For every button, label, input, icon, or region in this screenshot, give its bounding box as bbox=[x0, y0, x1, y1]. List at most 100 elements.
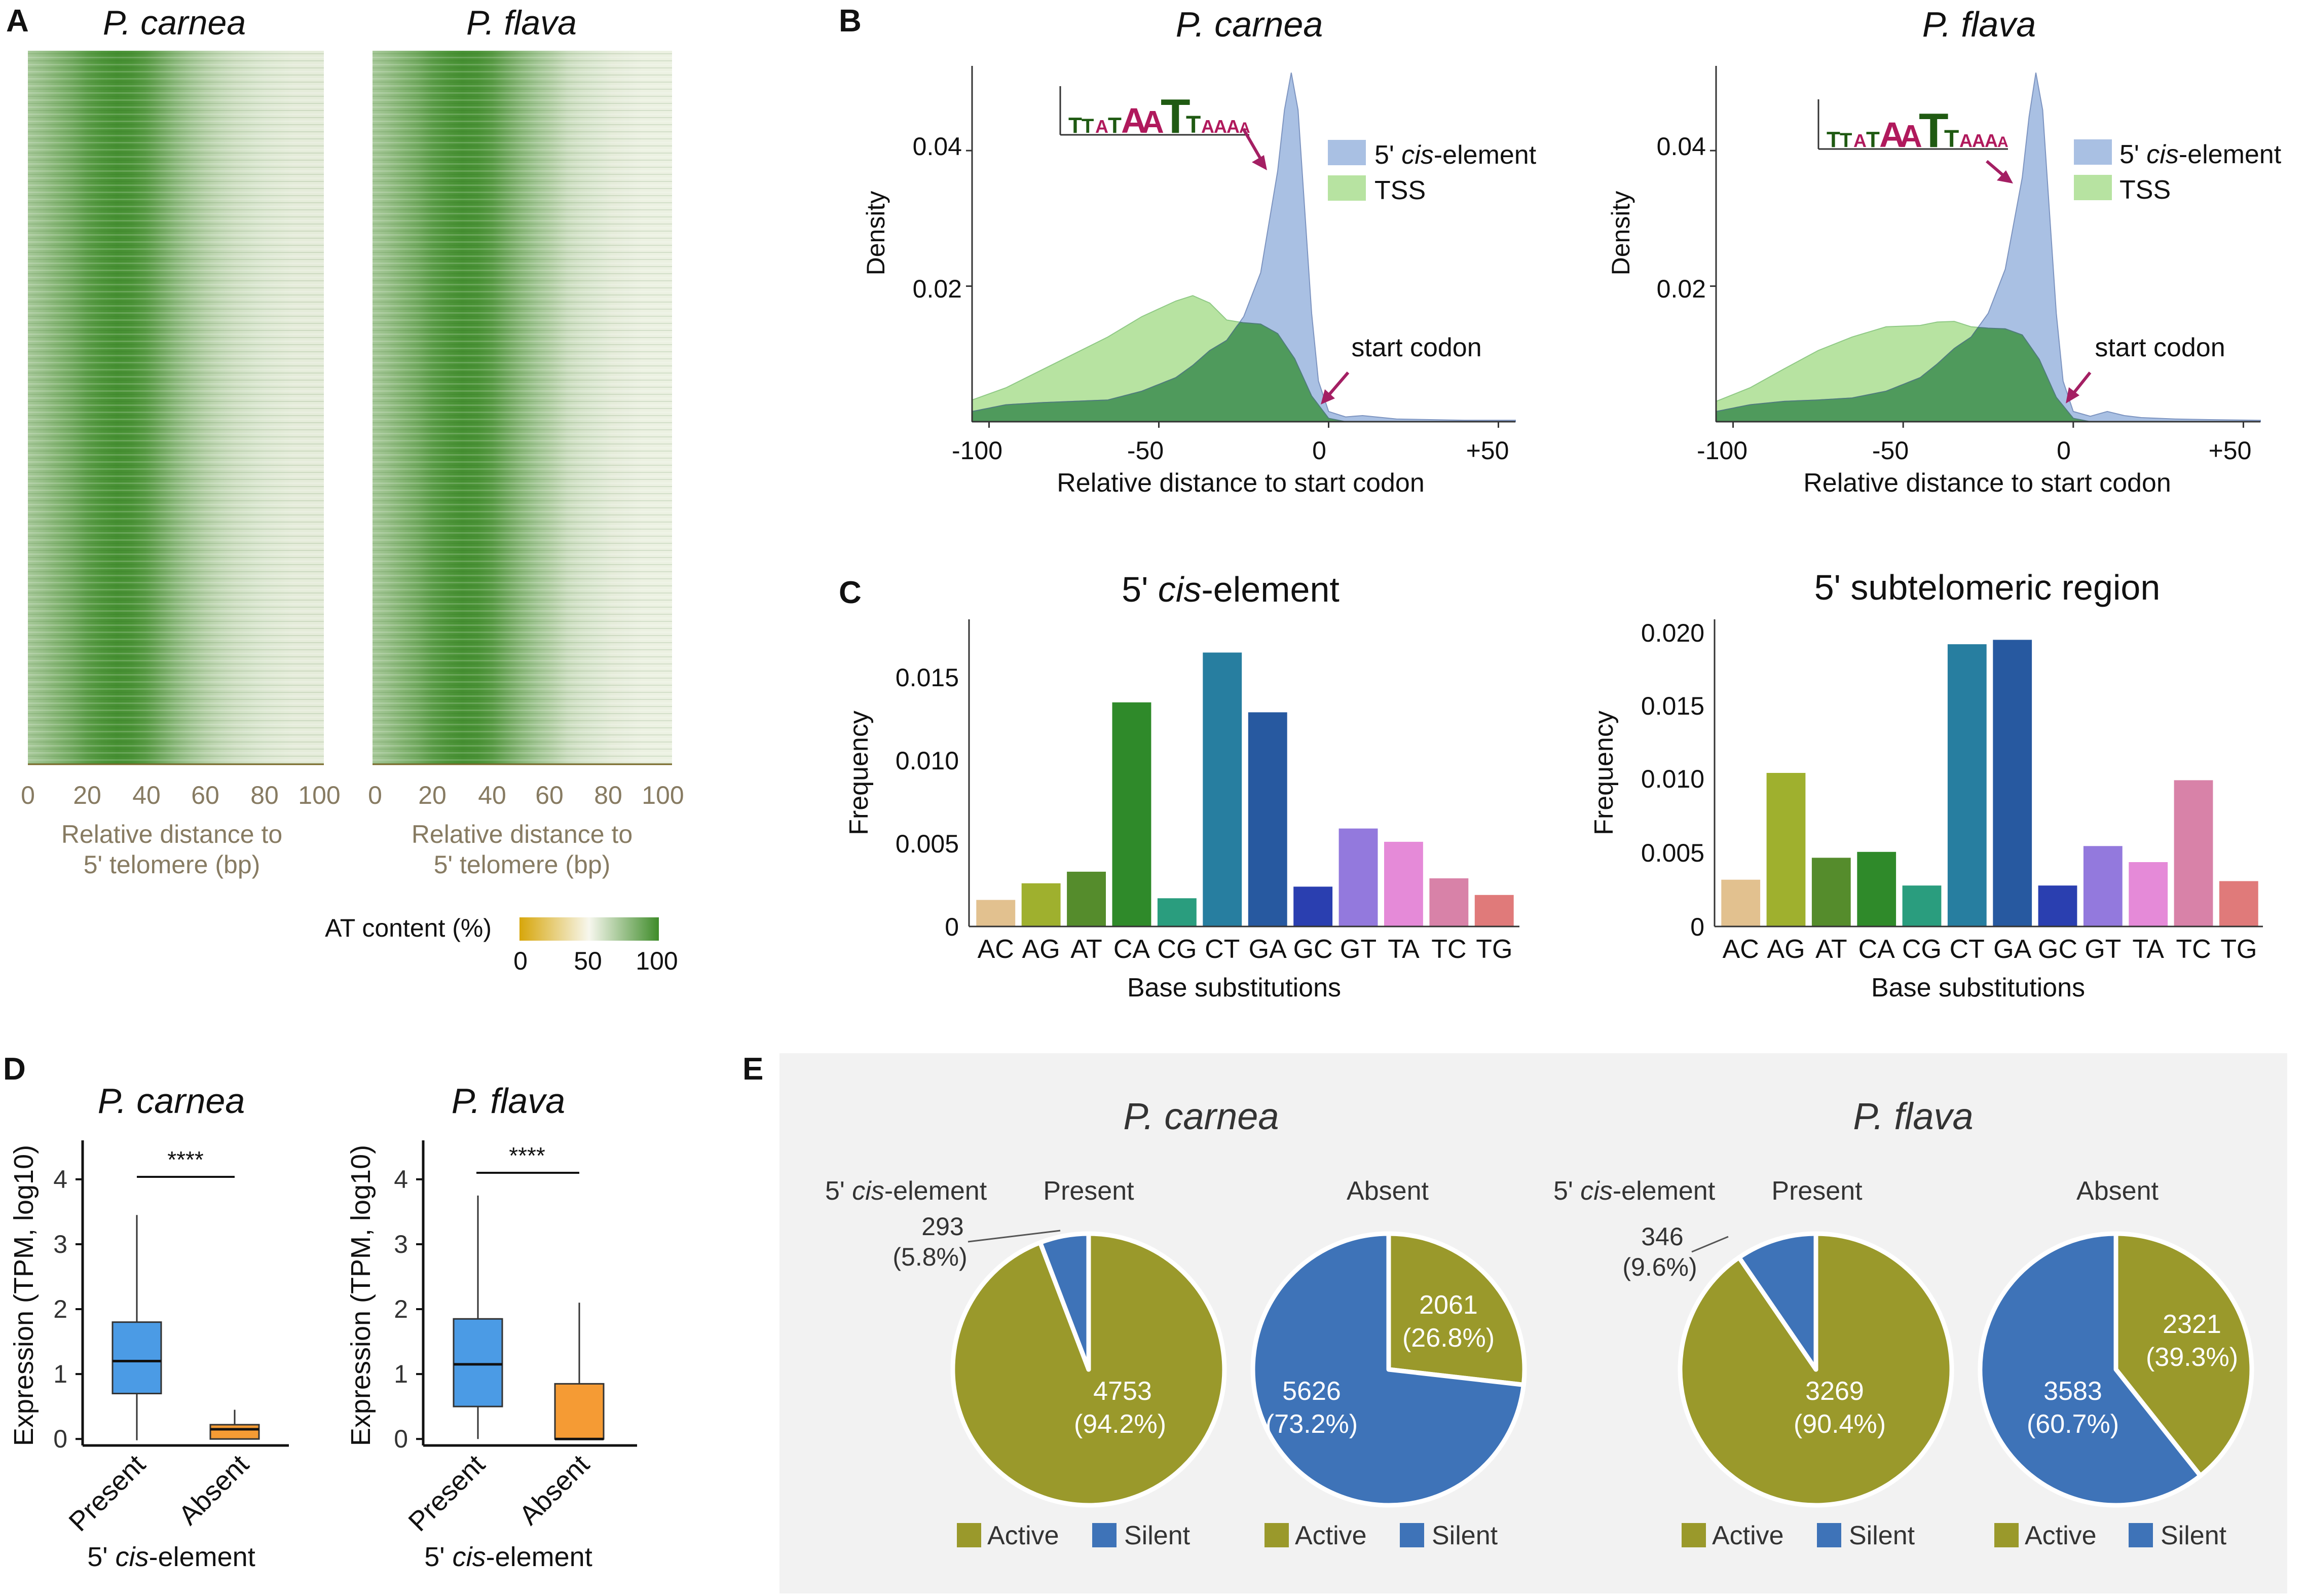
legend-swatch-active bbox=[957, 1523, 981, 1547]
panel-label-c: C bbox=[839, 575, 862, 610]
panel-b: B P. carnea 0.04 0.02 -100 -50 0 +50 Den… bbox=[839, 4, 2282, 498]
legend-label-silent: Silent bbox=[1124, 1521, 1191, 1550]
pie-slice-silent bbox=[1978, 1231, 2203, 1508]
cis-peak-arrowhead bbox=[1997, 170, 2013, 183]
start-codon-annotation: start codon bbox=[2095, 333, 2225, 362]
boxplot-carnea-ylabel: Expression (TPM, log10) bbox=[9, 1145, 39, 1446]
start-codon-arrow bbox=[1325, 372, 1350, 399]
cis-peak-arrowhead bbox=[1252, 155, 1267, 170]
legend-swatch-silent bbox=[1817, 1523, 1841, 1547]
tick-label: 40 bbox=[478, 781, 506, 809]
density-flava-xlabel: Relative distance to start codon bbox=[1803, 468, 2171, 498]
boxplot-flava-xlabel: 5' cis-element bbox=[424, 1542, 592, 1572]
pie-label-absent: Absent bbox=[1347, 1176, 1429, 1206]
bar-chart-subtelomeric-xlabel: Base substitutions bbox=[1871, 973, 2085, 1003]
bar-at bbox=[1811, 858, 1851, 926]
bar-chart-subtelomeric: 5' subtelomeric region 0 0.005 0.010 0.0… bbox=[1589, 568, 2263, 1003]
tick-label: 60 bbox=[191, 781, 219, 809]
colorbar-tick: 100 bbox=[636, 947, 678, 975]
y-tick-label: 0.010 bbox=[1641, 765, 1704, 793]
heatmap-carnea-ticks: 0 20 40 60 80 100 Relative distance to 5… bbox=[21, 781, 341, 879]
start-codon-annotation: start codon bbox=[1351, 333, 1481, 362]
motif-letter: T bbox=[1068, 113, 1082, 138]
present-box bbox=[111, 1321, 162, 1395]
y-tick-label: 4 bbox=[53, 1165, 67, 1194]
bar-chart-cis-x-labels: AC AG AT CA CG CT GA GC GT TA TC TG bbox=[978, 935, 1513, 964]
start-codon-arrowhead bbox=[1321, 389, 1335, 404]
x-tick-label: +50 bbox=[2209, 436, 2252, 465]
x-tick-label: GT bbox=[1340, 935, 1377, 964]
motif-letter: A bbox=[1214, 116, 1227, 137]
y-tick-label: 1 bbox=[53, 1360, 67, 1388]
pie-slice-silent bbox=[1037, 1231, 1091, 1372]
pie-slice-silent bbox=[1250, 1231, 1526, 1508]
boxplot-carnea-xlabel: 5' cis-element bbox=[87, 1542, 255, 1572]
pie-slice-active bbox=[1386, 1231, 1527, 1387]
pie-slice-label: (26.8%) bbox=[1402, 1323, 1495, 1353]
callout-count: 293 bbox=[921, 1212, 963, 1241]
y-tick-label: 0 bbox=[53, 1425, 67, 1453]
bar-ct bbox=[1947, 644, 1987, 926]
bar-cg bbox=[1902, 885, 1942, 926]
density-flava-legend: 5' cis-element TSS bbox=[2074, 139, 2282, 205]
x-tick-label: CT bbox=[1205, 935, 1240, 964]
pie-slice-label: (60.7%) bbox=[2027, 1409, 2119, 1439]
x-tick-label: TA bbox=[1388, 935, 1420, 964]
colorbar-gradient bbox=[519, 917, 659, 941]
legend-swatch-cis bbox=[2074, 139, 2112, 165]
density-carnea-ticks bbox=[966, 150, 1499, 428]
motif-letter: A bbox=[1985, 130, 1998, 151]
motif-letter: A bbox=[1095, 116, 1108, 137]
panel-c: C 5' cis-element 0 0.005 0.010 0.015 AC A… bbox=[839, 568, 2263, 1003]
y-tick-label: 4 bbox=[394, 1165, 408, 1194]
legend-swatch-active bbox=[1264, 1523, 1289, 1547]
callout-pct: (9.6%) bbox=[1622, 1253, 1697, 1281]
x-tick-label: AT bbox=[1815, 935, 1847, 964]
start-codon-arrow bbox=[2070, 372, 2092, 396]
pie-legend: Active Silent Active Silent Active Silen… bbox=[957, 1521, 2227, 1550]
motif-letter: T bbox=[1186, 112, 1201, 138]
bar-ca bbox=[1112, 702, 1151, 926]
x-tick-label: GA bbox=[1993, 935, 2031, 964]
bar-ta bbox=[2129, 862, 2168, 926]
density-carnea-title: P. carnea bbox=[1176, 5, 1323, 44]
pie-slice-label: (39.3%) bbox=[2146, 1343, 2238, 1372]
panel-e: E P. carnea P. flava 5' cis-element 5' c… bbox=[742, 1052, 2287, 1593]
x-tick-label: AG bbox=[1767, 935, 1805, 964]
density-plot-flava: P. flava 0.04 0.02 -100 -50 0 +50 Densit… bbox=[1607, 5, 2282, 498]
pie-slice-label: (73.2%) bbox=[1266, 1409, 1358, 1439]
x-tick-label: CG bbox=[1157, 935, 1197, 964]
tick-label: 20 bbox=[73, 781, 101, 809]
legend-swatch-silent bbox=[2129, 1523, 2153, 1547]
legend-label-cis: 5' cis-element bbox=[1374, 140, 1537, 170]
legend-label-tss: TSS bbox=[2119, 175, 2171, 205]
motif-letter: A bbox=[1997, 134, 2009, 151]
tick-label: 100 bbox=[298, 781, 340, 809]
pie-slice-label: 4753 bbox=[1093, 1377, 1152, 1406]
boxplot-flava-title: P. flava bbox=[452, 1081, 565, 1121]
legend-label-silent: Silent bbox=[1849, 1521, 1915, 1550]
tick-label: 20 bbox=[418, 781, 447, 809]
legend-swatch-silent bbox=[1400, 1523, 1424, 1547]
boxplot-carnea-title: P. carnea bbox=[98, 1081, 245, 1121]
bar-chart-subtelomeric-ylabel: Frequency bbox=[1589, 711, 1619, 835]
density-plot-carnea: P. carnea 0.04 0.02 -100 -50 0 +50 Densi… bbox=[862, 5, 1537, 498]
legend-label-silent: Silent bbox=[2161, 1521, 2227, 1550]
bar-at bbox=[1067, 871, 1106, 926]
heatmap-carnea bbox=[28, 51, 324, 765]
legend-swatch-silent bbox=[1092, 1523, 1117, 1547]
y-tick-label: 0.02 bbox=[1657, 275, 1706, 303]
x-tick-label: TG bbox=[1476, 935, 1512, 964]
pie-slice-label: (90.4%) bbox=[1794, 1409, 1886, 1439]
heatmap-flava bbox=[373, 51, 672, 765]
y-tick-label: 0 bbox=[394, 1425, 408, 1453]
legend-label-tss: TSS bbox=[1374, 176, 1426, 205]
boxplot-flava-boxes bbox=[453, 1195, 605, 1440]
bar-ag bbox=[1766, 773, 1806, 926]
panel-label-e: E bbox=[742, 1052, 763, 1087]
motif-letter: T bbox=[1108, 113, 1122, 138]
present-box bbox=[453, 1318, 503, 1407]
motif-letter: A bbox=[1879, 115, 1905, 155]
tick-label: 80 bbox=[250, 781, 279, 809]
panel-a: A P. carnea P. flava 0 20 40 60 80 100 R… bbox=[6, 4, 684, 975]
